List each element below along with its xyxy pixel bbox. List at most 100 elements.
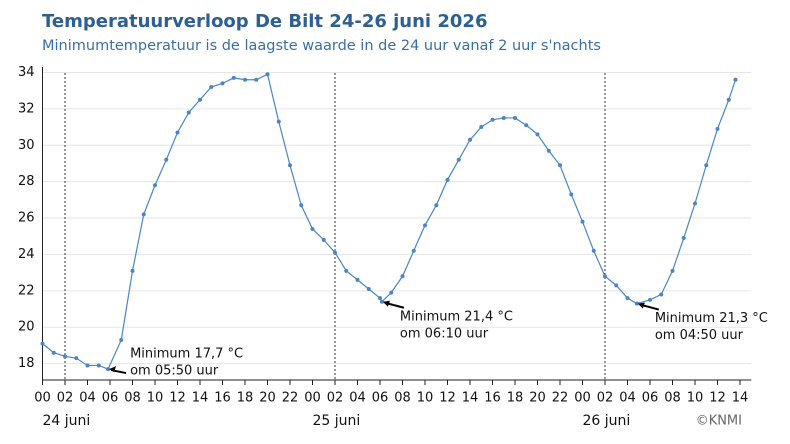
y-tick-label: 20	[18, 320, 35, 335]
temperature-point	[40, 341, 45, 346]
temperature-point	[333, 250, 337, 255]
temperature-point	[130, 268, 135, 273]
temperature-point	[468, 137, 472, 142]
temperature-point	[445, 177, 450, 182]
y-tick-label: 18	[18, 356, 35, 371]
x-tick-label: 18	[237, 391, 254, 406]
y-tick-label: 24	[18, 247, 35, 262]
y-tick-label: 28	[18, 174, 35, 189]
x-tick-label: 14	[462, 391, 479, 406]
x-tick-label: 20	[259, 391, 276, 406]
temperature-point	[400, 274, 405, 279]
annotation-text: Minimum 17,7 °C	[130, 347, 243, 362]
x-tick-label: 10	[147, 391, 164, 406]
temperature-point	[681, 236, 686, 241]
temperature-point	[310, 226, 315, 231]
temperature-point	[456, 157, 461, 162]
x-tick-label: 02	[327, 391, 344, 406]
temperature-point	[569, 192, 574, 197]
temperature-point	[733, 77, 738, 82]
temperature-point	[580, 219, 585, 224]
temperature-point	[614, 283, 619, 288]
temperature-point	[106, 367, 111, 372]
day-label: 25 juni	[313, 413, 361, 429]
x-tick-label: 12	[709, 391, 726, 406]
temperature-point	[411, 248, 416, 253]
x-tick-label: 22	[282, 391, 299, 406]
temperature-point	[175, 130, 180, 135]
x-tick-label: 04	[79, 391, 96, 406]
temperature-point	[96, 363, 101, 368]
day-label: 24 juni	[43, 413, 91, 429]
chart-title: Temperatuurverloop De Bilt 24-26 juni 20…	[42, 11, 487, 32]
temperature-point	[513, 115, 517, 120]
temperature-point	[51, 350, 56, 355]
temperature-point	[479, 125, 484, 130]
temperature-point	[254, 77, 259, 82]
temperature-point	[141, 212, 146, 217]
x-tick-label: 04	[349, 391, 366, 406]
temperature-point	[243, 77, 247, 82]
temperature-point	[379, 299, 384, 304]
x-tick-label: 14	[732, 391, 749, 406]
x-tick-label: 22	[552, 391, 569, 406]
temperature-point	[659, 292, 664, 297]
temperature-point	[276, 119, 281, 124]
temperature-point	[434, 203, 439, 208]
temperature-point	[153, 183, 157, 188]
temperature-point	[693, 201, 697, 206]
temperature-point	[355, 277, 360, 282]
arrow-head	[382, 300, 390, 307]
x-tick-label: 20	[529, 391, 546, 406]
x-tick-label: 16	[214, 391, 231, 406]
temperature-point	[501, 115, 506, 120]
annotation-text: om 06:10 uur	[400, 326, 489, 341]
temperature-point	[198, 97, 202, 102]
x-tick-label: 02	[57, 391, 74, 406]
temperature-point	[366, 287, 371, 292]
x-tick-label: 08	[664, 391, 681, 406]
x-tick-label: 10	[417, 391, 434, 406]
temperature-point	[344, 268, 349, 273]
temperature-point	[231, 75, 236, 80]
temperature-point	[715, 126, 720, 131]
temperature-point	[389, 290, 394, 295]
x-tick-label: 18	[507, 391, 524, 406]
day-label: 26 juni	[583, 413, 631, 429]
x-tick-label: 08	[394, 391, 411, 406]
temperature-point	[558, 163, 562, 168]
temperature-point	[524, 123, 529, 128]
temperature-point	[220, 81, 225, 86]
x-tick-label: 04	[619, 391, 636, 406]
annotation-text: om 04:50 uur	[655, 328, 744, 343]
temperature-point	[63, 354, 67, 359]
temperature-line	[42, 73, 737, 370]
x-tick-label: 12	[169, 391, 186, 406]
temperature-point	[726, 97, 731, 102]
x-tick-label: 06	[642, 391, 659, 406]
chart-subtitle: Minimumtemperatuur is de laagste waarde …	[42, 38, 601, 54]
temperature-point	[546, 148, 551, 153]
source: ©KNMI	[696, 414, 742, 429]
temperature-point	[603, 274, 607, 279]
x-tick-label: 06	[372, 391, 389, 406]
x-tick-label: 02	[597, 391, 614, 406]
temperature-point	[74, 356, 79, 361]
temperature-point	[490, 117, 495, 122]
temperature-point	[321, 237, 326, 242]
y-tick-label: 26	[18, 211, 35, 226]
temperature-point	[265, 72, 270, 77]
temperature-point	[288, 163, 292, 168]
temperature-point	[625, 296, 630, 301]
annotation-text: Minimum 21,4 °C	[400, 309, 513, 324]
temperature-point	[634, 301, 639, 306]
y-tick-label: 22	[18, 283, 35, 298]
temperature-point	[209, 85, 214, 90]
temperature-point	[164, 157, 169, 162]
temperature-point	[378, 296, 382, 301]
temperature-point	[648, 297, 652, 302]
y-tick-label: 34	[18, 65, 35, 80]
temperature-point	[591, 248, 596, 253]
temperature-point	[423, 223, 427, 228]
